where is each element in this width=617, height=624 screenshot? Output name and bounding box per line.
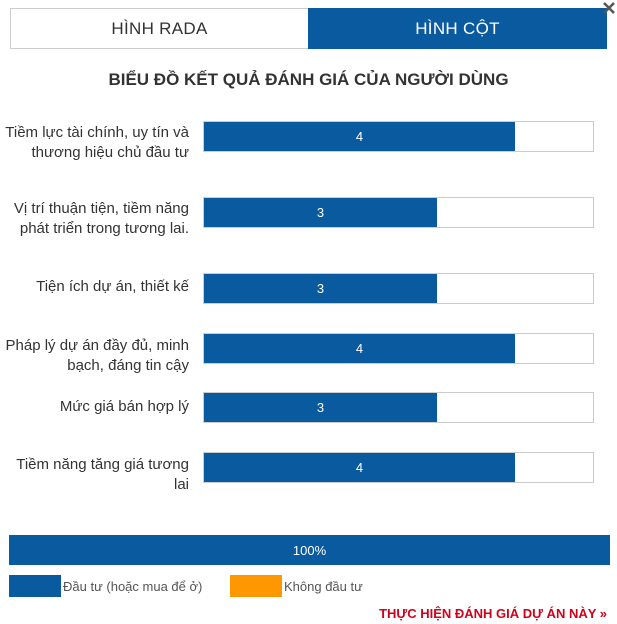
legend-item-invest: Đầu tư (hoặc mua để ở) xyxy=(9,575,202,597)
bar-value-label: 3 xyxy=(316,281,325,296)
bar-value-label: 4 xyxy=(355,341,364,356)
bar-category-label: Pháp lý dự án đầy đủ, minh bạch, đáng ti… xyxy=(5,337,190,374)
total-bar-label: 100% xyxy=(292,542,327,558)
rate-project-link[interactable]: THỰC HIỆN ĐÁNH GIÁ DỰ ÁN NÀY » xyxy=(379,606,607,621)
bar: 4 xyxy=(204,334,515,363)
bar-category-label: Tiện ích dự án, thiết kế xyxy=(36,278,189,295)
bar: 3 xyxy=(204,274,437,303)
bar: 3 xyxy=(204,198,437,227)
chart-type-tabs: HÌNH RADA HÌNH CỘT xyxy=(10,8,607,49)
bar-category-label: Vị trí thuận tiện, tiềm năng phát triển … xyxy=(13,200,189,237)
bar-track: 4 xyxy=(203,121,594,152)
bar-category-label: Mức giá bán hợp lý xyxy=(59,398,189,415)
bar-value-label: 3 xyxy=(316,205,325,220)
legend-swatch-no-invest xyxy=(230,575,282,597)
legend-label-no-invest: Không đầu tư xyxy=(284,578,363,594)
bar-track: 4 xyxy=(203,333,594,364)
legend-item-no-invest: Không đầu tư xyxy=(230,575,363,597)
close-icon[interactable] xyxy=(601,0,617,16)
bar-value-label: 4 xyxy=(355,460,364,475)
tab-radar[interactable]: HÌNH RADA xyxy=(10,8,308,49)
tab-bar[interactable]: HÌNH CỘT xyxy=(308,8,607,49)
bar-value-label: 3 xyxy=(316,400,325,415)
bar-track: 3 xyxy=(203,197,594,228)
bar: 4 xyxy=(204,453,515,482)
total-bar: 100% xyxy=(9,535,610,565)
bar-category-label: Tiềm năng tăng giá tương lai xyxy=(16,456,189,493)
bar-track: 3 xyxy=(203,392,594,423)
chart-title: BIỂU ĐỒ KẾT QUẢ ĐÁNH GIÁ CỦA NGƯỜI DÙNG xyxy=(108,70,509,89)
legend-label-invest: Đầu tư (hoặc mua để ở) xyxy=(63,578,203,594)
legend-swatch-invest xyxy=(9,575,61,597)
bar: 3 xyxy=(204,393,437,422)
bar-category-label: Tiềm lực tài chính, uy tín và thương hiệ… xyxy=(5,124,189,161)
bar-track: 4 xyxy=(203,452,594,483)
bar: 4 xyxy=(204,122,515,151)
bar-value-label: 4 xyxy=(355,129,364,144)
bar-track: 3 xyxy=(203,273,594,304)
